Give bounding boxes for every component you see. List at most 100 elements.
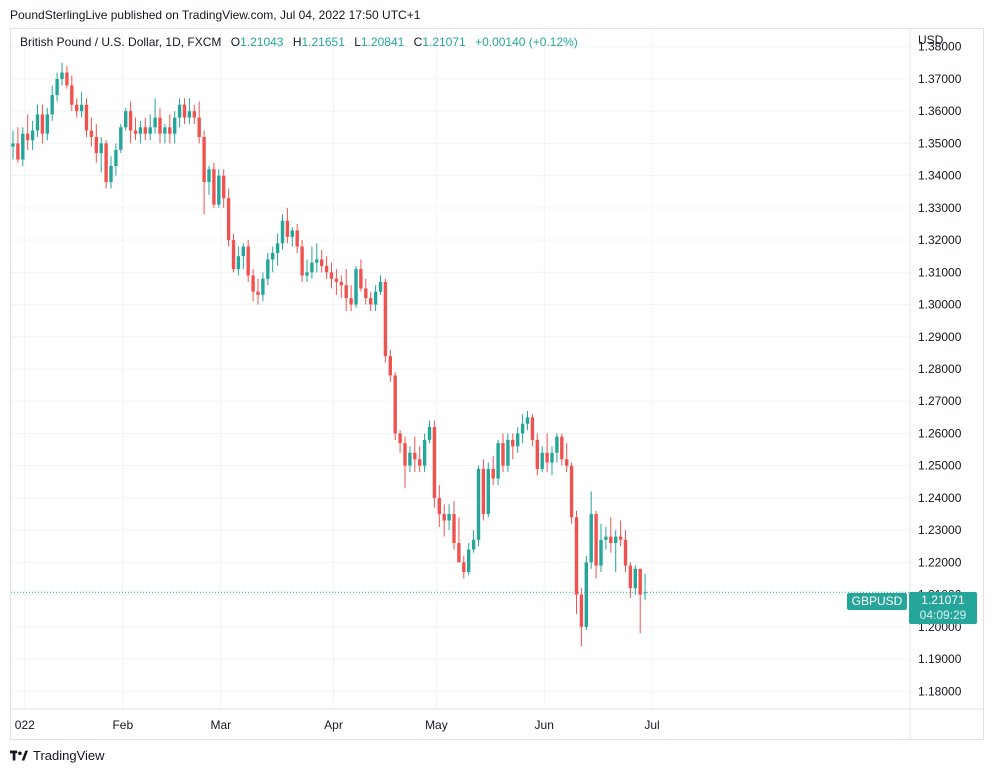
candle-up[interactable] xyxy=(60,62,64,86)
candle-up[interactable] xyxy=(310,246,314,279)
candle-up[interactable] xyxy=(55,72,59,102)
candle-down[interactable] xyxy=(413,436,417,473)
candle-up[interactable] xyxy=(236,246,241,276)
candle-up[interactable] xyxy=(50,85,54,121)
candle-up[interactable] xyxy=(45,107,49,141)
candle-down[interactable] xyxy=(638,568,642,634)
candle-up[interactable] xyxy=(138,120,143,144)
candle-down[interactable] xyxy=(143,117,147,141)
candle-up[interactable] xyxy=(290,227,294,247)
candle-down[interactable] xyxy=(388,349,392,382)
candle-down[interactable] xyxy=(569,462,574,524)
candle-up[interactable] xyxy=(275,233,280,266)
candle-down[interactable] xyxy=(535,433,539,476)
candle-down[interactable] xyxy=(75,98,79,118)
candle-down[interactable] xyxy=(369,291,373,311)
candle-down[interactable] xyxy=(594,510,598,579)
candle-up[interactable] xyxy=(520,414,525,444)
candle-down[interactable] xyxy=(285,207,290,244)
candle-down[interactable] xyxy=(393,372,397,440)
candle-down[interactable] xyxy=(618,520,623,547)
candle-up[interactable] xyxy=(271,246,275,273)
candle-down[interactable] xyxy=(437,485,441,527)
candle-up[interactable] xyxy=(486,462,490,518)
candle-down[interactable] xyxy=(89,117,94,147)
candle-up[interactable] xyxy=(496,439,500,486)
candle-down[interactable] xyxy=(222,169,226,208)
candle-down[interactable] xyxy=(70,75,74,112)
candle-down[interactable] xyxy=(256,278,260,305)
candle-up[interactable] xyxy=(79,91,84,118)
candle-up[interactable] xyxy=(99,136,103,173)
candle-up[interactable] xyxy=(119,124,123,154)
candle-down[interactable] xyxy=(94,124,98,163)
candle-down[interactable] xyxy=(491,456,495,486)
candle-up[interactable] xyxy=(217,169,221,208)
candle-down[interactable] xyxy=(452,501,456,550)
candle-up[interactable] xyxy=(373,285,378,311)
candle-down[interactable] xyxy=(511,433,515,460)
candle-down[interactable] xyxy=(344,269,348,311)
candle-down[interactable] xyxy=(349,285,353,311)
candle-down[interactable] xyxy=(212,162,216,208)
candle-up[interactable] xyxy=(163,124,167,144)
candle-up[interactable] xyxy=(506,433,510,473)
candle-up[interactable] xyxy=(266,252,270,286)
candle-up[interactable] xyxy=(241,243,245,270)
candle-down[interactable] xyxy=(65,66,69,89)
candle-up[interactable] xyxy=(604,526,608,550)
candle-down[interactable] xyxy=(324,256,329,279)
candle-down[interactable] xyxy=(40,104,45,144)
candle-up[interactable] xyxy=(614,530,618,573)
candle-up[interactable] xyxy=(476,465,481,547)
candle-down[interactable] xyxy=(545,433,549,473)
candle-up[interactable] xyxy=(633,565,637,595)
candle-up[interactable] xyxy=(177,98,182,128)
candle-down[interactable] xyxy=(462,555,466,579)
candle-down[interactable] xyxy=(84,98,89,137)
candle-down[interactable] xyxy=(16,127,20,163)
candle-down[interactable] xyxy=(609,517,613,553)
tradingview-brand[interactable]: TradingView xyxy=(10,748,105,763)
candle-up[interactable] xyxy=(555,433,559,463)
candle-up[interactable] xyxy=(540,446,544,473)
candle-down[interactable] xyxy=(133,117,138,141)
candle-down[interactable] xyxy=(202,130,206,215)
candle-down[interactable] xyxy=(574,510,579,614)
candle-up[interactable] xyxy=(11,130,15,160)
candle-up[interactable] xyxy=(21,127,25,166)
candle-up[interactable] xyxy=(422,433,427,473)
candle-up[interactable] xyxy=(408,446,412,473)
candle-up[interactable] xyxy=(187,98,192,125)
candle-down[interactable] xyxy=(168,114,172,144)
candle-down[interactable] xyxy=(300,240,304,282)
candle-down[interactable] xyxy=(192,104,196,125)
candle-down[interactable] xyxy=(128,101,133,144)
candle-down[interactable] xyxy=(226,188,231,247)
candle-up[interactable] xyxy=(467,543,471,576)
candle-up[interactable] xyxy=(315,243,319,273)
candle-up[interactable] xyxy=(207,165,211,195)
candle-down[interactable] xyxy=(339,275,343,299)
candle-up[interactable] xyxy=(305,259,309,282)
candle-up[interactable] xyxy=(148,114,152,141)
candle-down[interactable] xyxy=(398,430,402,453)
candle-down[interactable] xyxy=(560,433,564,466)
candle-down[interactable] xyxy=(579,588,584,647)
candle-up[interactable] xyxy=(643,573,647,600)
candle-down[interactable] xyxy=(359,259,363,292)
candle-up[interactable] xyxy=(280,214,285,250)
candle-down[interactable] xyxy=(364,278,368,305)
candle-up[interactable] xyxy=(378,275,383,295)
candle-up[interactable] xyxy=(30,120,35,150)
candle-down[interactable] xyxy=(442,504,446,537)
candle-up[interactable] xyxy=(109,156,113,189)
candle-up[interactable] xyxy=(173,111,177,144)
candle-down[interactable] xyxy=(329,262,334,289)
candle-down[interactable] xyxy=(26,114,30,150)
candle-up[interactable] xyxy=(35,104,40,137)
candle-up[interactable] xyxy=(447,504,451,531)
candle-down[interactable] xyxy=(457,517,461,563)
candle-up[interactable] xyxy=(584,555,588,631)
candle-down[interactable] xyxy=(295,223,299,253)
